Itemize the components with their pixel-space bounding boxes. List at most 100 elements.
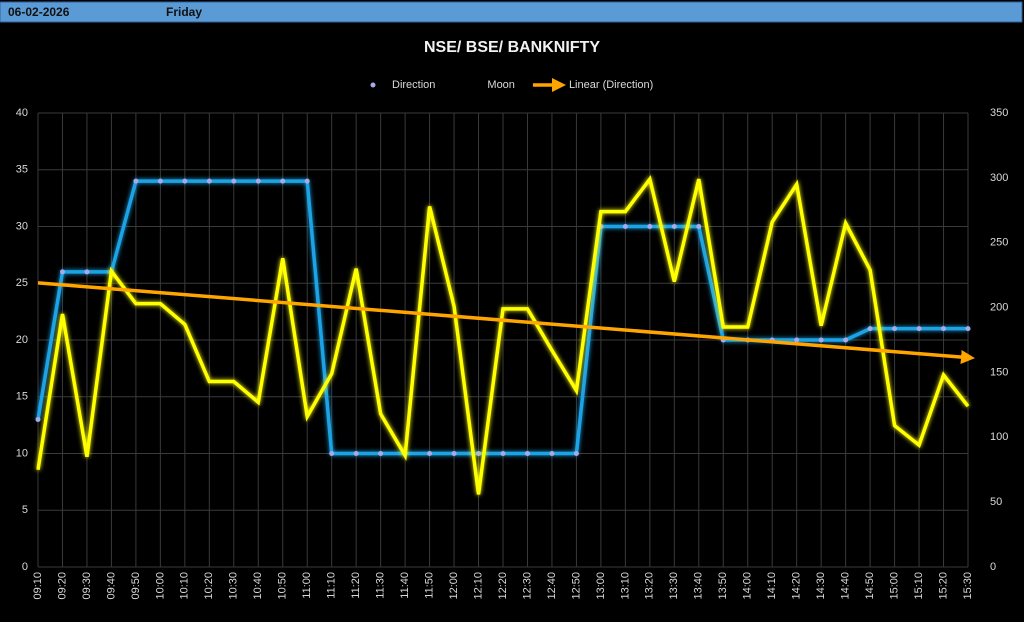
data-point xyxy=(84,269,90,275)
y-tick-label: 40 xyxy=(16,107,28,119)
header-date: 06-02-2026 xyxy=(8,5,70,19)
data-point xyxy=(133,178,139,184)
data-point xyxy=(427,451,433,456)
y-tick-label: 20 xyxy=(16,334,28,346)
data-point xyxy=(206,178,212,184)
x-tick-label: 13:50 xyxy=(717,572,729,600)
data-point xyxy=(941,326,947,332)
data-point xyxy=(622,224,628,229)
x-tick-label: 11:50 xyxy=(423,572,435,599)
data-point xyxy=(573,451,579,456)
data-point xyxy=(255,178,261,184)
data-point xyxy=(549,451,555,456)
header-bar xyxy=(0,1,1023,23)
y2-tick-label: 150 xyxy=(990,366,1008,378)
y-tick-label: 5 xyxy=(22,504,28,516)
x-tick-label: 14:10 xyxy=(766,572,778,600)
x-tick-label: 12:10 xyxy=(472,572,484,600)
data-point xyxy=(794,337,800,343)
data-point xyxy=(892,326,898,332)
data-point xyxy=(329,451,335,456)
x-tick-label: 14:30 xyxy=(815,572,827,600)
data-point xyxy=(59,269,65,275)
data-point xyxy=(671,224,677,229)
x-tick-label: 11:30 xyxy=(375,572,387,599)
x-tick-label: 09:50 xyxy=(130,572,142,600)
x-tick-label: 12:00 xyxy=(448,572,460,600)
x-tick-label: 10:00 xyxy=(154,572,166,600)
data-point xyxy=(280,178,286,184)
data-point xyxy=(524,451,530,456)
data-point xyxy=(157,178,163,184)
x-tick-label: 13:20 xyxy=(644,572,656,600)
data-point xyxy=(353,451,359,456)
y2-tick-label: 350 xyxy=(990,107,1008,119)
series-line xyxy=(36,175,970,495)
x-tick-label: 13:00 xyxy=(595,572,607,600)
x-tick-label: 15:00 xyxy=(888,572,900,600)
x-tick-label: 14:40 xyxy=(840,572,852,600)
x-tick-label: 15:30 xyxy=(962,572,974,600)
x-tick-label: 15:10 xyxy=(913,572,925,600)
data-point xyxy=(35,416,41,422)
x-tick-label: 13:30 xyxy=(668,572,680,600)
x-tick-label: 11:10 xyxy=(326,572,338,599)
data-point xyxy=(182,178,188,184)
x-tick-label: 14:00 xyxy=(742,572,754,600)
x-tick-label: 10:50 xyxy=(277,572,289,600)
y-tick-label: 35 xyxy=(16,164,28,176)
data-point xyxy=(867,326,873,332)
data-point xyxy=(647,224,653,229)
x-tick-label: 11:20 xyxy=(350,572,362,599)
y2-tick-label: 0 xyxy=(990,561,996,573)
y-tick-label: 0 xyxy=(22,561,28,573)
x-tick-label: 15:20 xyxy=(937,572,949,600)
y2-tick-label: 200 xyxy=(990,301,1008,313)
x-tick-label: 09:30 xyxy=(81,572,93,600)
x-tick-label: 11:00 xyxy=(301,572,313,599)
x-tick-label: 12:20 xyxy=(497,572,509,600)
y2-tick-label: 50 xyxy=(990,496,1002,508)
x-tick-label: 13:40 xyxy=(693,572,705,600)
legend-marker xyxy=(370,82,376,88)
data-point xyxy=(378,451,384,456)
x-tick-label: 13:10 xyxy=(619,572,631,600)
data-point xyxy=(231,178,237,184)
x-tick-label: 11:40 xyxy=(399,572,411,599)
y-tick-label: 25 xyxy=(16,277,28,289)
x-tick-label: 09:20 xyxy=(56,572,68,600)
y2-tick-label: 300 xyxy=(990,172,1008,184)
y-tick-label: 30 xyxy=(16,220,28,232)
legend-label: Moon xyxy=(487,79,515,91)
y-tick-label: 10 xyxy=(16,447,28,459)
x-tick-label: 12:50 xyxy=(570,572,582,600)
data-point xyxy=(696,224,702,229)
data-point xyxy=(500,451,506,456)
data-point xyxy=(843,337,849,343)
trendline xyxy=(37,281,975,364)
x-tick-label: 14:20 xyxy=(791,572,803,600)
data-point xyxy=(476,451,482,456)
x-tick-label: 10:10 xyxy=(179,572,191,600)
x-tick-label: 12:30 xyxy=(521,572,533,600)
x-tick-label: 14:50 xyxy=(864,572,876,600)
x-tick-label: 10:20 xyxy=(203,572,215,600)
x-tick-label: 09:10 xyxy=(32,572,44,600)
data-point xyxy=(818,337,824,343)
x-tick-label: 12:40 xyxy=(546,572,558,600)
x-tick-label: 10:30 xyxy=(228,572,240,600)
chart-title: NSE/ BSE/ BANKNIFTY xyxy=(424,39,600,56)
header-day: Friday xyxy=(166,5,202,19)
data-point xyxy=(916,326,922,332)
legend-label: Direction xyxy=(392,79,435,91)
y2-tick-label: 250 xyxy=(990,237,1008,249)
x-tick-label: 09:40 xyxy=(105,572,117,600)
x-tick-label: 10:40 xyxy=(252,572,264,600)
legend-label: Linear (Direction) xyxy=(569,79,653,91)
data-point xyxy=(451,451,457,456)
data-point xyxy=(304,178,310,184)
y2-tick-label: 100 xyxy=(990,431,1008,443)
y-tick-label: 15 xyxy=(16,391,28,403)
data-point xyxy=(965,326,971,332)
